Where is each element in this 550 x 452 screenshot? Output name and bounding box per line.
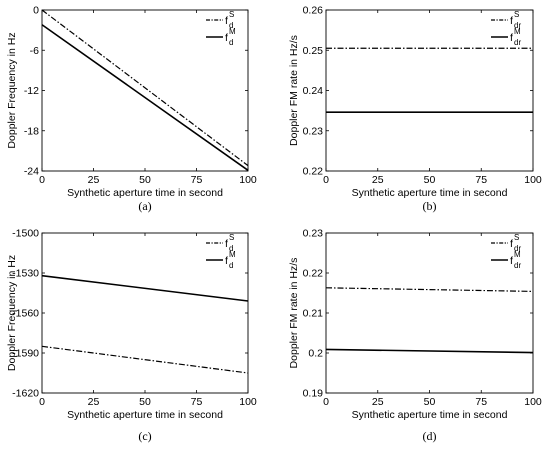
y-tick-label: 0.23 <box>303 125 324 137</box>
legend-symbol: f <box>510 255 513 267</box>
series-line-model <box>41 274 249 302</box>
legend-superscript: M <box>229 27 236 36</box>
y-tick-label: 0 <box>33 5 39 17</box>
chart-panel-b: 0 25 50 75 100 0.22 0.23 0.24 0.25 0.26 Synthetic … <box>288 5 542 214</box>
legend-subscript: d <box>229 244 233 253</box>
y-tick-label: -12 <box>24 85 39 97</box>
legend-subscript: d <box>229 261 233 270</box>
legend-superscript: S <box>229 10 234 19</box>
legend-superscript: M <box>514 27 521 36</box>
y-tick-label: -1560 <box>12 308 39 320</box>
plot-frame <box>41 9 249 172</box>
y-axis-label: Doppler Frequency in Hz <box>6 32 18 148</box>
x-axis-label: Synthetic aperture time in second <box>67 409 223 421</box>
y-tick-label: 0.19 <box>303 388 324 400</box>
y-tick-label: 0.24 <box>303 85 324 97</box>
legend-superscript: M <box>229 250 236 259</box>
legend-symbol: f <box>225 15 228 27</box>
legend-subscript: dr <box>514 21 521 30</box>
x-tick-label: 75 <box>191 396 203 408</box>
plot-frame <box>325 232 534 394</box>
chart-panel-a: 0 25 50 75 100 -24 -18 -12 -6 0 Synthetic aperture… <box>6 5 257 214</box>
y-axis-label: Doppler FM rate in Hz/s <box>288 35 300 146</box>
legend-symbol: f <box>510 15 513 27</box>
x-tick-label: 0 <box>39 396 45 408</box>
x-tick-label: 75 <box>191 174 203 186</box>
x-tick-label: 75 <box>475 174 487 186</box>
x-tick-label: 0 <box>323 174 329 186</box>
plot-frame <box>325 9 534 172</box>
legend-subscript: d <box>229 38 233 47</box>
x-tick-label: 100 <box>239 396 257 408</box>
x-tick-label: 50 <box>424 174 436 186</box>
legend-superscript: M <box>514 250 521 259</box>
series-line-satellite <box>41 345 249 374</box>
x-tick-label: 50 <box>139 396 151 408</box>
y-tick-label: -24 <box>24 166 39 178</box>
y-tick-label: -6 <box>30 45 39 57</box>
legend-symbol: f <box>510 32 513 44</box>
x-tick-label: 25 <box>88 174 100 186</box>
y-tick-label: 0.25 <box>303 45 324 57</box>
x-tick-label: 0 <box>39 174 45 186</box>
y-tick-label: -1590 <box>12 348 39 360</box>
y-tick-label: -1530 <box>12 268 39 280</box>
x-tick-label: 50 <box>424 396 436 408</box>
y-axis-label: Doppler FM rate in Hz/s <box>288 258 300 369</box>
x-tick-label: 25 <box>372 396 384 408</box>
legend-superscript: S <box>514 10 519 19</box>
y-tick-label: 0.2 <box>308 348 323 360</box>
y-tick-label: -18 <box>24 125 39 137</box>
x-tick-label: 100 <box>239 174 257 186</box>
y-tick-label: 0.23 <box>303 228 324 240</box>
chart-panel-d: 0 25 50 75 100 0.19 0.2 0.21 0.22 0.23 Synthetic a… <box>288 228 542 444</box>
panel-label: (a) <box>138 199 151 213</box>
x-tick-label: 25 <box>88 396 100 408</box>
x-tick-label: 25 <box>372 174 384 186</box>
legend-subscript: d <box>229 21 233 30</box>
y-tick-label: 0.22 <box>303 166 324 178</box>
y-tick-label: 0.26 <box>303 5 324 17</box>
y-tick-label: 0.21 <box>303 308 324 320</box>
panel-label: (b) <box>423 199 437 213</box>
series-line-satellite <box>325 287 534 292</box>
y-tick-label: -1500 <box>12 228 39 240</box>
legend-superscript: S <box>229 233 234 242</box>
y-axis-label: Doppler Frequency in Hz <box>6 255 18 371</box>
legend-superscript: S <box>514 233 519 242</box>
legend-subscript: dr <box>514 38 521 47</box>
legend-symbol: f <box>510 238 513 250</box>
x-axis-label: Synthetic aperture time in second <box>67 187 223 199</box>
panel-label: (d) <box>423 429 437 443</box>
panel-label: (c) <box>138 429 151 443</box>
x-axis-label: Synthetic aperture time in second <box>352 187 508 199</box>
legend-subscript: dr <box>514 261 521 270</box>
series-line-satellite <box>41 9 249 167</box>
legend-subscript: dr <box>514 244 521 253</box>
series-line-model <box>325 348 534 354</box>
legend-symbol: f <box>225 255 228 267</box>
chart-panel-c: 0 25 50 75 100 -1620 -1590 -1560 -1530 -1500 Synth… <box>6 228 257 444</box>
y-tick-label: -1620 <box>12 388 39 400</box>
y-tick-label: 0.22 <box>303 268 324 280</box>
series-line-model <box>41 24 249 171</box>
legend-symbol: f <box>225 32 228 44</box>
x-axis-label: Synthetic aperture time in second <box>352 409 508 421</box>
x-tick-label: 100 <box>524 396 542 408</box>
legend-symbol: f <box>225 238 228 250</box>
x-tick-label: 75 <box>475 396 487 408</box>
x-tick-label: 50 <box>139 174 151 186</box>
x-tick-label: 0 <box>323 396 329 408</box>
x-tick-label: 100 <box>524 174 542 186</box>
